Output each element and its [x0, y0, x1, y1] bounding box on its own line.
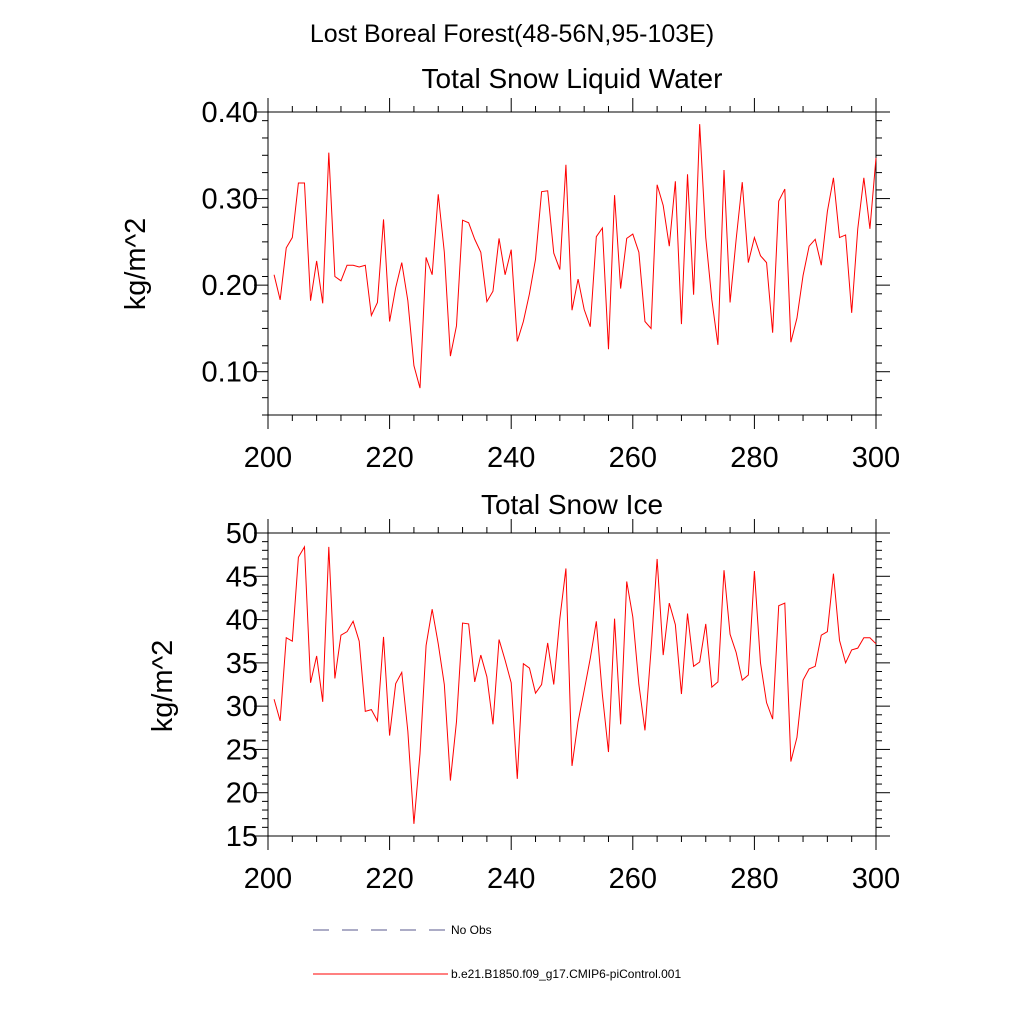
y-axis-label: kg/m^2: [120, 218, 152, 311]
page-title: Lost Boreal Forest(48-56N,95-103E): [310, 20, 714, 48]
x-tick-label: 260: [609, 863, 657, 895]
x-tick-label: 200: [244, 863, 292, 895]
tick-labels: 200 220 240 260 280 300 0.10 0.20 0.30 0.40: [202, 97, 901, 474]
plot-frame: [267, 532, 877, 837]
chart-panel-snow-ice: Total Snow Ice kg/m^2 200 220 240 260 280 300…: [147, 489, 900, 895]
axis-ticks: [254, 519, 890, 850]
y-tick-label: 30: [226, 691, 258, 723]
x-tick-label: 300: [852, 863, 900, 895]
legend: No Obs b.e21.B1850.f09_g17.CMIP6-piContr…: [313, 923, 681, 981]
y-tick-label: 0.20: [202, 270, 258, 302]
y-tick-label: 0.30: [202, 184, 258, 216]
legend-label-no-obs: No Obs: [451, 923, 492, 937]
series-line: [273, 124, 877, 389]
legend-label-model: b.e21.B1850.f09_g17.CMIP6-piControl.001: [451, 967, 681, 981]
x-tick-label: 240: [487, 442, 535, 474]
plot-frame: [267, 111, 877, 416]
y-tick-label: 45: [226, 561, 258, 593]
x-tick-label: 240: [487, 863, 535, 895]
chart-title: Total Snow Liquid Water: [422, 63, 723, 94]
series-line: [273, 545, 877, 824]
x-tick-label: 200: [244, 442, 292, 474]
tick-labels: 200 220 240 260 280 300 15 20 25 30 35 40 45 50: [226, 518, 900, 895]
y-tick-label: 0.40: [202, 97, 258, 129]
x-tick-label: 220: [365, 442, 413, 474]
y-tick-label: 15: [226, 821, 258, 853]
y-tick-label: 20: [226, 778, 258, 810]
y-tick-label: 35: [226, 648, 258, 680]
x-tick-label: 280: [730, 863, 778, 895]
x-tick-label: 260: [609, 442, 657, 474]
chart-title: Total Snow Ice: [481, 489, 663, 520]
series-line-group: [273, 545, 877, 824]
y-axis-label: kg/m^2: [147, 640, 179, 733]
x-tick-label: 280: [730, 442, 778, 474]
series-line-group: [273, 124, 877, 389]
y-tick-label: 25: [226, 734, 258, 766]
y-tick-label: 0.10: [202, 357, 258, 389]
y-tick-label: 50: [226, 518, 258, 550]
axis-ticks: [254, 98, 890, 429]
x-tick-label: 220: [365, 863, 413, 895]
x-tick-label: 300: [852, 442, 900, 474]
y-tick-label: 40: [226, 605, 258, 637]
chart-panel-snow-liquid-water: Total Snow Liquid Water kg/m^2 200 220 240…: [120, 63, 900, 474]
